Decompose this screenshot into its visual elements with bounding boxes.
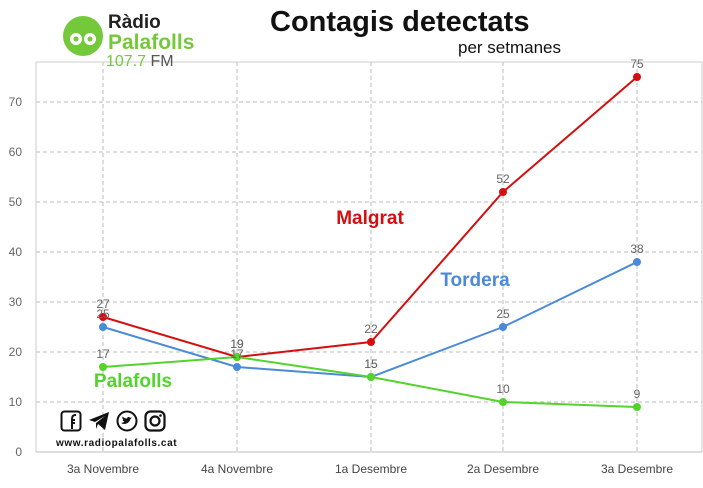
- chart-title: Contagis detectats: [270, 6, 530, 38]
- facebook-icon[interactable]: [60, 410, 82, 432]
- data-label-malgrat: 52: [496, 172, 510, 186]
- y-tick-label: 10: [9, 395, 23, 409]
- data-point-tordera: [233, 363, 241, 371]
- data-label-malgrat: 27: [96, 297, 110, 311]
- telegram-icon[interactable]: [88, 410, 110, 432]
- data-point-malgrat: [633, 73, 641, 81]
- y-tick-label: 30: [9, 295, 23, 309]
- y-tick-label: 60: [9, 145, 23, 159]
- data-label-malgrat: 75: [630, 57, 644, 71]
- data-label-tordera: 38: [630, 242, 644, 256]
- radio-logo: Ràdio Palafolls 107.7 FM: [62, 12, 202, 70]
- chart-series-points: [99, 73, 641, 411]
- data-point-palafolls: [633, 403, 641, 411]
- website-url: www.radiopalafolls.cat: [56, 438, 178, 449]
- data-point-tordera: [633, 258, 641, 266]
- chart-grid: [36, 62, 702, 452]
- series-name-palafolls: Palafolls: [94, 371, 172, 392]
- chart-axes: 0 10 20 30 40 50 60 70 3a Novembre 4a Novembre 1a …: [9, 61, 703, 476]
- data-point-palafolls: [233, 353, 241, 361]
- x-tick-label: 3a Novembre: [67, 462, 139, 476]
- data-label-tordera: 17: [230, 347, 244, 361]
- y-tick-label: 50: [9, 195, 23, 209]
- data-label-tordera: 25: [96, 307, 110, 321]
- logo-line1: Ràdio: [108, 12, 161, 33]
- chart-series-names: Malgrat Tordera Palafolls: [94, 208, 510, 392]
- logo-freq: 107.7: [106, 53, 147, 70]
- y-tick-label: 20: [9, 345, 23, 359]
- data-label-palafolls: 10: [496, 382, 510, 396]
- data-label-malgrat: 19: [230, 337, 244, 351]
- data-label-tordera: 25: [496, 307, 510, 321]
- logo-line2: Palafolls: [108, 31, 195, 54]
- x-tick-label: 1a Desembre: [335, 462, 407, 476]
- y-tick-label: 40: [9, 245, 23, 259]
- data-point-palafolls: [499, 398, 507, 406]
- x-tick-label: 2a Desembre: [467, 462, 539, 476]
- x-tick-label: 3a Desembre: [601, 462, 673, 476]
- instagram-icon[interactable]: [144, 410, 166, 432]
- data-point-malgrat: [99, 313, 107, 321]
- logo-fm: FM: [150, 53, 174, 70]
- x-tick-label: 4a Novembre: [201, 462, 273, 476]
- data-label-palafolls: 15: [364, 357, 378, 371]
- data-label-malgrat: 22: [364, 322, 378, 336]
- y-tick-label: 0: [15, 445, 22, 459]
- series-name-malgrat: Malgrat: [336, 208, 404, 229]
- data-point-tordera: [99, 323, 107, 331]
- data-label-palafolls: 19: [230, 337, 244, 351]
- logo-frequency: 107.7 FM: [106, 53, 174, 71]
- chart-subtitle: per setmanes: [458, 38, 561, 57]
- radio-logo-icon: [63, 16, 103, 56]
- y-tick-label: 70: [9, 95, 23, 109]
- data-label-palafolls: 9: [634, 387, 641, 401]
- data-point-palafolls: [367, 373, 375, 381]
- twitter-icon[interactable]: [116, 410, 138, 432]
- data-label-palafolls: 17: [96, 347, 110, 361]
- data-point-palafolls: [99, 363, 107, 371]
- social-icons: [60, 410, 166, 432]
- data-label-tordera: 15: [364, 357, 378, 371]
- data-point-tordera: [499, 323, 507, 331]
- series-name-tordera: Tordera: [440, 270, 510, 291]
- data-point-malgrat: [499, 188, 507, 196]
- data-point-malgrat: [367, 338, 375, 346]
